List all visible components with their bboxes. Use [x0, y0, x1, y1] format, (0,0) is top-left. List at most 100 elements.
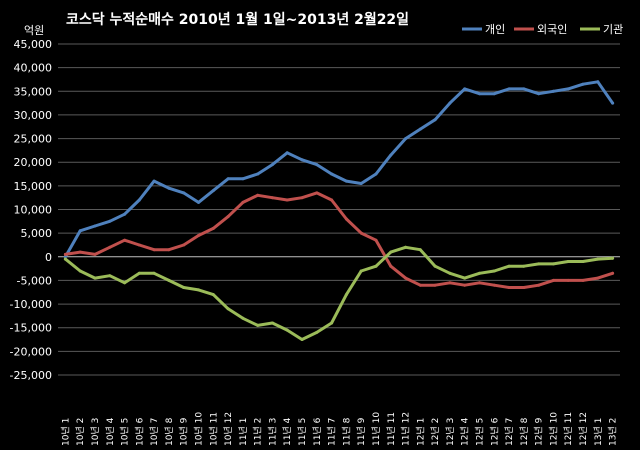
- data-point: [551, 89, 555, 93]
- data-point: [241, 316, 245, 320]
- data-point: [226, 307, 230, 311]
- data-point: [507, 264, 511, 268]
- data-point: [596, 257, 600, 261]
- data-point: [167, 248, 171, 252]
- series-line-1: [63, 80, 615, 259]
- data-point: [137, 271, 141, 275]
- data-point: [315, 163, 319, 167]
- data-point: [152, 271, 156, 275]
- data-point: [93, 276, 97, 280]
- y-tick-label: -20,000: [10, 345, 52, 358]
- x-tick-label: 12년 1: [415, 418, 426, 446]
- x-tick-label: 10년 5: [120, 418, 131, 446]
- data-point: [108, 219, 112, 223]
- y-tick-label: -25,000: [10, 369, 52, 382]
- data-point: [256, 172, 260, 176]
- data-point: [389, 264, 393, 268]
- x-tick-label: 10년 9: [179, 417, 190, 446]
- data-point: [123, 238, 127, 242]
- x-tick-label: 11년 5: [297, 418, 308, 446]
- data-point: [359, 182, 363, 185]
- x-tick-label: 11년 7: [327, 418, 338, 446]
- data-point: [93, 252, 97, 256]
- data-point: [78, 269, 82, 273]
- data-point: [330, 198, 334, 202]
- data-point: [197, 234, 200, 237]
- data-point: [359, 231, 363, 235]
- legend-label: 기관: [603, 23, 623, 36]
- data-point: [433, 118, 437, 122]
- data-point: [315, 191, 319, 195]
- data-point: [463, 276, 467, 280]
- data-point: [241, 177, 245, 181]
- data-point: [566, 87, 570, 91]
- x-tick-label: 13년 2: [608, 418, 619, 446]
- data-point: [433, 283, 437, 287]
- x-tick-label: 10년 10: [194, 412, 205, 446]
- legend: 개인 외국인 기관: [462, 23, 623, 36]
- data-point: [270, 163, 274, 167]
- series-line-3: [63, 245, 615, 341]
- x-tick-label: 12년 2: [430, 418, 441, 446]
- data-point: [448, 101, 452, 105]
- data-point: [211, 293, 215, 297]
- data-point: [108, 274, 112, 278]
- data-point: [537, 262, 541, 266]
- data-point: [359, 269, 363, 273]
- data-point: [330, 172, 334, 176]
- data-point: [300, 196, 304, 200]
- data-point: [63, 257, 67, 261]
- data-point: [137, 198, 141, 202]
- y-tick-label: -5,000: [17, 274, 52, 287]
- data-point: [285, 151, 289, 155]
- data-point: [197, 288, 200, 292]
- data-point: [344, 217, 348, 221]
- data-point: [478, 271, 481, 275]
- data-point: [522, 264, 526, 268]
- y-tick-label: 40,000: [14, 62, 53, 75]
- data-point: [404, 137, 408, 141]
- x-tick-label: 11년 10: [371, 412, 382, 446]
- data-point: [137, 243, 141, 247]
- data-point: [374, 264, 378, 268]
- data-point: [492, 92, 496, 96]
- y-tick-label: 0: [45, 251, 52, 264]
- data-point: [389, 250, 393, 254]
- data-point: [581, 278, 585, 282]
- data-point: [285, 198, 289, 202]
- data-point: [596, 80, 600, 84]
- y-tick-label: 25,000: [14, 133, 53, 146]
- x-tick-label: 10년 8: [164, 417, 175, 446]
- x-tick-label: 10년 3: [90, 418, 101, 446]
- x-tick-label: 11년 11: [386, 412, 397, 446]
- legend-label: 개인: [485, 23, 505, 36]
- x-tick-label: 10년 1: [60, 418, 71, 446]
- data-point: [611, 256, 615, 260]
- x-tick-label: 13년 1: [593, 418, 604, 446]
- x-tick-label: 10년 11: [208, 412, 219, 446]
- data-point: [78, 250, 82, 254]
- data-point: [270, 196, 274, 200]
- data-point: [63, 252, 67, 256]
- data-point: [507, 286, 511, 289]
- data-point: [226, 177, 230, 181]
- data-point: [300, 338, 304, 341]
- x-tick-label: 12년 6: [489, 417, 500, 446]
- y-tick-label: 5,000: [21, 227, 53, 240]
- data-point: [182, 243, 186, 247]
- data-point: [241, 200, 245, 204]
- data-point: [551, 278, 555, 282]
- x-tick-label: 11년 9: [356, 417, 367, 446]
- x-tick-label: 12년 11: [563, 412, 574, 446]
- data-point: [344, 293, 348, 297]
- x-tick-label: 12년 7: [504, 418, 515, 446]
- data-point: [285, 328, 289, 332]
- data-point: [270, 321, 274, 325]
- data-point: [330, 321, 334, 325]
- data-point: [463, 283, 467, 287]
- data-point: [344, 179, 348, 183]
- data-point: [123, 281, 127, 285]
- y-tick-label: -15,000: [10, 322, 52, 335]
- x-tick-label: 11년 6: [312, 417, 323, 446]
- data-point: [448, 271, 452, 275]
